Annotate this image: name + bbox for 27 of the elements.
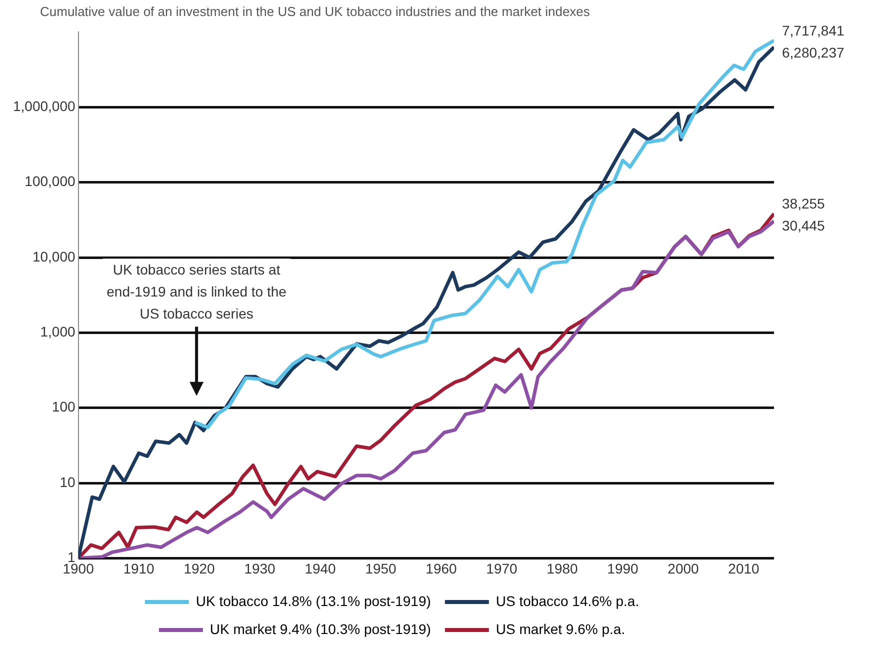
x-tick-label: 1930: [244, 560, 276, 576]
y-tick-label: 100,000: [24, 173, 76, 190]
y-tick-label: 10,000: [32, 248, 76, 264]
y-tick-label: 1,000,000: [12, 98, 76, 114]
y-tick-label: 10: [60, 474, 76, 490]
x-tick-label: 2000: [668, 560, 700, 576]
y-tick-label: 100: [52, 398, 76, 415]
x-tick-label: 1950: [365, 560, 397, 576]
chart-title: Cumulative value of an investment in the US and UK tobacco industries and the market indexes: [39, 3, 591, 20]
y-tick-label: 1,000: [40, 324, 76, 340]
legend-label: US market 9.6% p.a.: [496, 620, 626, 637]
legend-label: US tobacco 14.6% p.a.: [496, 592, 640, 609]
x-tick-label: 1980: [546, 560, 578, 576]
data-label: 6,280,237: [782, 44, 844, 60]
x-tick-label: 1960: [426, 560, 458, 576]
legend-label: UK market 9.4% (10.3% post-1919): [210, 620, 431, 637]
data-label: 30,445: [782, 218, 826, 234]
annotation: UK tobacco series starts at end-1919 and is linked to the US tobacco series: [106, 262, 287, 322]
x-tick-label: 1910: [123, 560, 155, 576]
data-label: 7,717,841: [782, 22, 844, 38]
x-tick-label: 1940: [304, 560, 336, 576]
x-tick-label: 1990: [607, 560, 639, 576]
data-label: 38,255: [782, 196, 826, 212]
legend-label: UK tobacco 14.8% (13.1% post-1919): [196, 592, 431, 609]
x-tick-label: 1970: [486, 560, 518, 576]
x-tick-label: 1920: [184, 560, 216, 576]
x-tick-label: 2010: [728, 560, 760, 576]
